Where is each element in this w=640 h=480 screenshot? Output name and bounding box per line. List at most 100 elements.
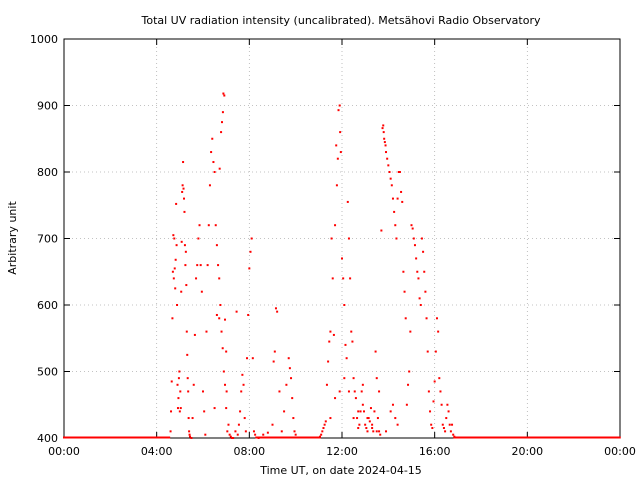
- data-point: [444, 430, 447, 433]
- data-point: [343, 304, 346, 306]
- data-point: [449, 430, 452, 433]
- data-point: [410, 224, 413, 227]
- data-point: [174, 287, 177, 290]
- y-tick-label: 900: [37, 100, 58, 113]
- data-point: [389, 177, 392, 180]
- data-point: [368, 420, 371, 423]
- data-point: [358, 423, 361, 426]
- data-point: [318, 435, 321, 438]
- data-point: [330, 237, 333, 240]
- data-point: [439, 390, 442, 393]
- data-point: [215, 244, 218, 247]
- data-point: [200, 290, 203, 293]
- data-point: [447, 410, 450, 413]
- data-point: [171, 317, 174, 320]
- data-point: [385, 151, 388, 154]
- data-point: [187, 417, 190, 420]
- data-point: [203, 410, 206, 413]
- data-point: [196, 264, 199, 267]
- data-point: [199, 264, 202, 267]
- data-point: [221, 111, 224, 114]
- data-point: [400, 190, 403, 193]
- x-tick-label: 20:00: [511, 445, 543, 458]
- data-point: [366, 430, 369, 433]
- data-point: [195, 277, 198, 280]
- data-point: [350, 330, 353, 333]
- y-tick-label: 500: [37, 366, 58, 379]
- data-point: [366, 417, 369, 420]
- data-point: [453, 435, 456, 438]
- data-point: [176, 383, 179, 386]
- data-point: [251, 357, 254, 360]
- data-point: [219, 304, 222, 306]
- data-point: [211, 137, 214, 140]
- data-point: [425, 317, 428, 320]
- data-point: [347, 390, 350, 393]
- x-tick-label: 00:00: [48, 445, 80, 458]
- data-point: [361, 403, 364, 406]
- data-point: [188, 433, 191, 436]
- data-point: [193, 333, 196, 336]
- data-point: [322, 427, 325, 430]
- data-point: [405, 403, 408, 406]
- data-point: [177, 377, 180, 380]
- y-tick-label: 400: [37, 432, 58, 445]
- data-point: [242, 383, 245, 386]
- data-point: [388, 171, 391, 173]
- x-tick-label: 08:00: [233, 445, 265, 458]
- data-point: [239, 410, 242, 413]
- data-point: [191, 417, 194, 420]
- data-point: [441, 423, 444, 426]
- data-point: [228, 433, 231, 436]
- data-point: [339, 151, 342, 154]
- data-point: [426, 350, 429, 353]
- data-point: [336, 157, 339, 160]
- data-point: [415, 257, 418, 260]
- x-tick-label: 04:00: [141, 445, 173, 458]
- data-point: [346, 200, 349, 203]
- data-point: [272, 360, 275, 363]
- data-point: [262, 433, 265, 436]
- data-point: [173, 267, 176, 270]
- data-point: [169, 430, 172, 433]
- data-point: [220, 121, 223, 124]
- data-point: [345, 357, 348, 360]
- data-point: [361, 383, 364, 386]
- data-point: [334, 224, 337, 227]
- data-point: [352, 417, 355, 420]
- axis-ticks: [63, 38, 621, 439]
- chart-title: Total UV radiation intensity (uncalibrat…: [141, 14, 541, 27]
- data-point: [174, 258, 177, 261]
- data-point: [182, 161, 185, 164]
- data-point: [186, 353, 189, 356]
- x-tick-label: 12:00: [326, 445, 358, 458]
- data-point: [250, 237, 253, 240]
- data-point: [452, 433, 455, 436]
- data-point: [274, 307, 277, 310]
- data-point: [325, 383, 328, 386]
- data-point: [382, 131, 385, 134]
- data-point: [419, 304, 422, 306]
- data-point: [338, 390, 341, 393]
- data-point: [371, 423, 374, 426]
- data-point: [393, 210, 396, 213]
- y-tick-labels: 400 500 600 700 800 900 1000: [30, 33, 58, 445]
- data-point: [176, 407, 179, 410]
- x-axis-label: Time UT, on date 2024-04-15: [259, 464, 422, 477]
- data-point: [349, 277, 352, 280]
- data-point: [225, 390, 228, 393]
- data-point: [234, 430, 237, 433]
- data-point: [189, 435, 192, 438]
- data-point: [382, 124, 385, 127]
- data-point: [222, 92, 225, 95]
- data-point: [356, 417, 359, 420]
- data-point: [181, 190, 184, 193]
- data-point: [225, 350, 228, 353]
- data-point: [205, 330, 208, 333]
- data-point: [168, 436, 171, 439]
- data-point: [409, 330, 412, 333]
- data-point: [401, 200, 404, 203]
- data-point: [372, 430, 375, 433]
- data-point: [175, 244, 178, 247]
